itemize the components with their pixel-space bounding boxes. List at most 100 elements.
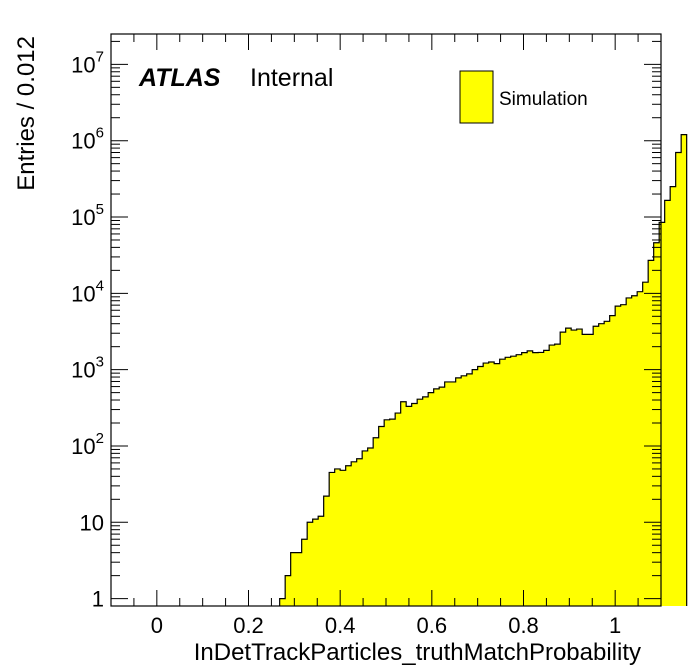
histogram-bin <box>433 388 440 606</box>
histogram-bin <box>587 334 594 606</box>
histogram-bin <box>593 326 600 606</box>
histogram-bin <box>384 419 391 606</box>
internal-label: Internal <box>250 64 333 92</box>
x-tick-label: 0.8 <box>508 613 539 638</box>
histogram-bin <box>494 363 501 606</box>
legend: Simulation <box>459 70 588 124</box>
histogram-bin <box>499 359 506 606</box>
histogram-bin <box>576 329 583 606</box>
histogram-bin <box>312 519 319 606</box>
histogram-bin <box>659 222 666 606</box>
histogram-bin <box>444 381 451 606</box>
legend-swatch <box>459 70 494 124</box>
histogram-bin <box>637 291 644 606</box>
y-tick-label: 105 <box>71 201 104 230</box>
histogram-bin <box>285 575 292 606</box>
y-tick-label: 106 <box>71 125 104 154</box>
histogram-bin <box>538 352 545 606</box>
histogram-bin <box>648 260 655 606</box>
histogram-bin <box>439 387 446 606</box>
histogram-bin <box>395 413 402 606</box>
histogram-bin <box>367 448 374 606</box>
histogram-bin <box>615 306 622 606</box>
histogram-bin <box>450 381 457 606</box>
histogram-bin <box>296 552 303 606</box>
histogram-bin <box>472 369 479 606</box>
histogram-bins <box>279 134 688 606</box>
histogram-bin <box>565 328 572 606</box>
histogram-bin <box>356 458 363 606</box>
x-tick-label: 0.4 <box>325 613 356 638</box>
histogram-bin <box>510 356 517 606</box>
y-tick-label: 107 <box>71 48 104 77</box>
x-tick-label: 0 <box>151 613 163 638</box>
histogram-bin <box>620 304 627 606</box>
y-tick-label: 104 <box>71 277 104 306</box>
histogram-bin <box>334 468 341 606</box>
axis-ticks <box>110 34 662 606</box>
histogram-outline <box>279 134 688 606</box>
histogram-bin <box>318 516 325 606</box>
histogram-bin <box>670 186 677 606</box>
histogram-bin <box>598 323 605 606</box>
x-axis-title: InDetTrackParticles_truthMatchProbabilit… <box>194 639 641 666</box>
histogram-bin <box>527 350 534 606</box>
histogram-bin <box>411 403 418 606</box>
histogram-bin <box>461 375 468 606</box>
histogram-bin <box>279 598 286 606</box>
x-tick-label: 1 <box>609 613 621 638</box>
histogram-bin <box>516 354 523 606</box>
histogram-bin <box>422 396 429 606</box>
histogram-bin <box>477 366 484 606</box>
histogram-bin <box>400 401 407 606</box>
tick-labels: 0 0.2 0.4 0.6 0.8 1 1 10 102 103 104 105 106 107 <box>71 48 621 638</box>
y-tick-label: 10 <box>80 510 104 535</box>
histogram-bin <box>329 472 336 606</box>
y-tick-label: 1 <box>92 587 104 612</box>
histogram-bin <box>428 392 435 606</box>
histogram-bin <box>626 297 633 606</box>
histogram-bin <box>290 552 297 606</box>
histogram-bin <box>417 399 424 606</box>
atlas-label: ATLAS <box>138 64 221 92</box>
x-tick-label: 0.6 <box>417 613 448 638</box>
histogram-bin <box>571 330 578 606</box>
histogram-bin <box>373 437 380 606</box>
x-tick-label: 0.2 <box>233 613 264 638</box>
histogram-bin <box>301 539 308 606</box>
histogram-bin <box>505 357 512 606</box>
histogram-bin <box>549 345 556 606</box>
legend-label-simulation: Simulation <box>499 89 588 110</box>
histogram-bin <box>340 470 347 606</box>
histogram-bin <box>362 450 369 606</box>
histogram-bin <box>681 134 688 606</box>
histogram-bin <box>521 352 528 606</box>
histogram-bin <box>378 426 385 606</box>
histogram-bin <box>483 363 490 606</box>
histogram-bin <box>604 321 611 606</box>
histogram-bin <box>642 282 649 606</box>
histogram-bin <box>351 461 358 606</box>
histogram-bin <box>323 496 330 606</box>
histogram-bin <box>307 522 314 606</box>
histogram-bin <box>389 419 396 606</box>
y-tick-label: 103 <box>71 354 104 383</box>
histogram-bin <box>466 373 473 606</box>
histogram-bin <box>345 465 352 606</box>
histogram-bin <box>532 352 539 606</box>
histogram-bin <box>582 334 589 606</box>
histogram-bin <box>631 295 638 606</box>
histogram-bin <box>560 332 567 606</box>
y-axis-title: Entries / 0.012 <box>13 36 40 191</box>
histogram-bin <box>543 350 550 606</box>
histogram-bin <box>488 361 495 606</box>
y-tick-label: 102 <box>71 430 104 459</box>
histogram-bin <box>609 315 616 606</box>
histogram-bin <box>406 406 413 606</box>
histogram-bin <box>664 200 671 606</box>
histogram-bin <box>455 377 462 606</box>
histogram-bin <box>653 242 660 606</box>
histogram-bin <box>675 152 682 606</box>
histogram-bin <box>554 344 561 606</box>
